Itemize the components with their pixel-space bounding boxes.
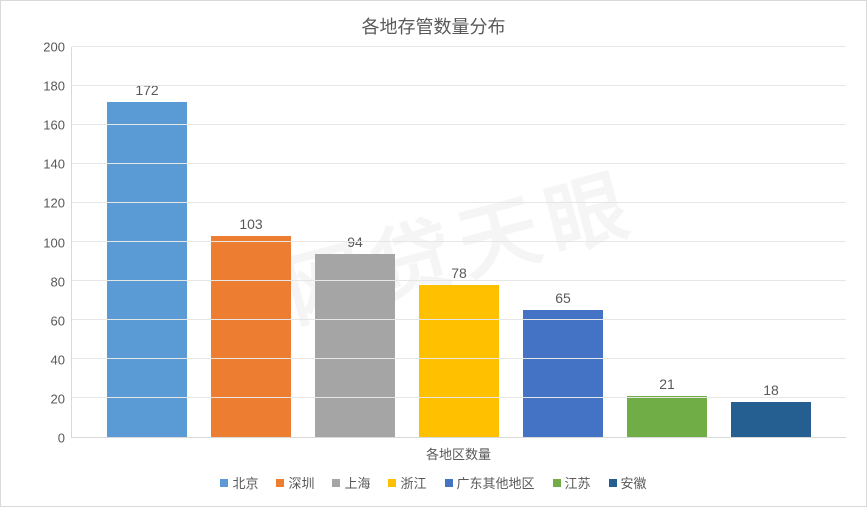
y-tick-label: 40 bbox=[21, 352, 65, 367]
bars-group: 172 103 94 78 65 21 18 bbox=[72, 47, 846, 437]
y-axis: 020406080100120140160180200 bbox=[21, 47, 71, 438]
bar-value-label: 94 bbox=[347, 234, 363, 250]
legend-item: 浙江 bbox=[388, 473, 426, 492]
chart-title: 各地存管数量分布 bbox=[1, 1, 866, 43]
bar-slot: 21 bbox=[627, 47, 707, 437]
bar-slot: 78 bbox=[419, 47, 499, 437]
bar-slot: 94 bbox=[315, 47, 395, 437]
bar bbox=[211, 236, 291, 437]
legend-label: 广东其他地区 bbox=[457, 473, 535, 492]
legend-swatch bbox=[276, 479, 284, 487]
legend-item: 江苏 bbox=[553, 473, 591, 492]
y-tick-label: 180 bbox=[21, 79, 65, 94]
bar-value-label: 21 bbox=[659, 376, 675, 392]
y-tick-label: 60 bbox=[21, 313, 65, 328]
bar-slot: 103 bbox=[211, 47, 291, 437]
bar bbox=[107, 102, 187, 437]
bar-value-label: 103 bbox=[239, 216, 262, 232]
bar-value-label: 78 bbox=[451, 265, 467, 281]
bar bbox=[731, 402, 811, 437]
plot: 网贷天眼 1721039478652118 bbox=[71, 47, 846, 438]
bar-slot: 172 bbox=[107, 47, 187, 437]
x-axis-label: 各地区数量 bbox=[71, 438, 846, 465]
y-tick-label: 200 bbox=[21, 40, 65, 55]
legend-label: 江苏 bbox=[565, 473, 591, 492]
bar-slot: 18 bbox=[731, 47, 811, 437]
legend-item: 北京 bbox=[220, 473, 258, 492]
legend-swatch bbox=[609, 479, 617, 487]
bar bbox=[523, 310, 603, 437]
legend-label: 北京 bbox=[232, 473, 258, 492]
legend-label: 安徽 bbox=[621, 473, 647, 492]
y-tick-label: 0 bbox=[21, 431, 65, 446]
legend: 北京 深圳 上海 浙江 广东其他地区 江苏 安徽 bbox=[1, 465, 866, 506]
legend-label: 深圳 bbox=[288, 473, 314, 492]
plot-area: 020406080100120140160180200 网贷天眼 1721039… bbox=[1, 43, 866, 438]
y-tick-label: 80 bbox=[21, 274, 65, 289]
chart-container: 各地存管数量分布 020406080100120140160180200 网贷天… bbox=[0, 0, 867, 507]
legend-item: 上海 bbox=[332, 473, 370, 492]
legend-item: 深圳 bbox=[276, 473, 314, 492]
legend-swatch bbox=[445, 479, 453, 487]
legend-swatch bbox=[388, 479, 396, 487]
legend-item: 广东其他地区 bbox=[445, 473, 535, 492]
legend-swatch bbox=[332, 479, 340, 487]
legend-label: 上海 bbox=[344, 473, 370, 492]
bar bbox=[627, 396, 707, 437]
y-tick-label: 100 bbox=[21, 235, 65, 250]
y-tick-label: 20 bbox=[21, 391, 65, 406]
bar-value-label: 18 bbox=[763, 382, 779, 398]
bar-value-label: 65 bbox=[555, 290, 571, 306]
y-tick-label: 120 bbox=[21, 196, 65, 211]
y-tick-label: 140 bbox=[21, 157, 65, 172]
bar bbox=[419, 285, 499, 437]
bar bbox=[315, 254, 395, 437]
y-tick-label: 160 bbox=[21, 118, 65, 133]
legend-item: 安徽 bbox=[609, 473, 647, 492]
legend-swatch bbox=[220, 479, 228, 487]
bar-slot: 65 bbox=[523, 47, 603, 437]
bar-value-label: 172 bbox=[135, 82, 158, 98]
legend-swatch bbox=[553, 479, 561, 487]
legend-label: 浙江 bbox=[400, 473, 426, 492]
